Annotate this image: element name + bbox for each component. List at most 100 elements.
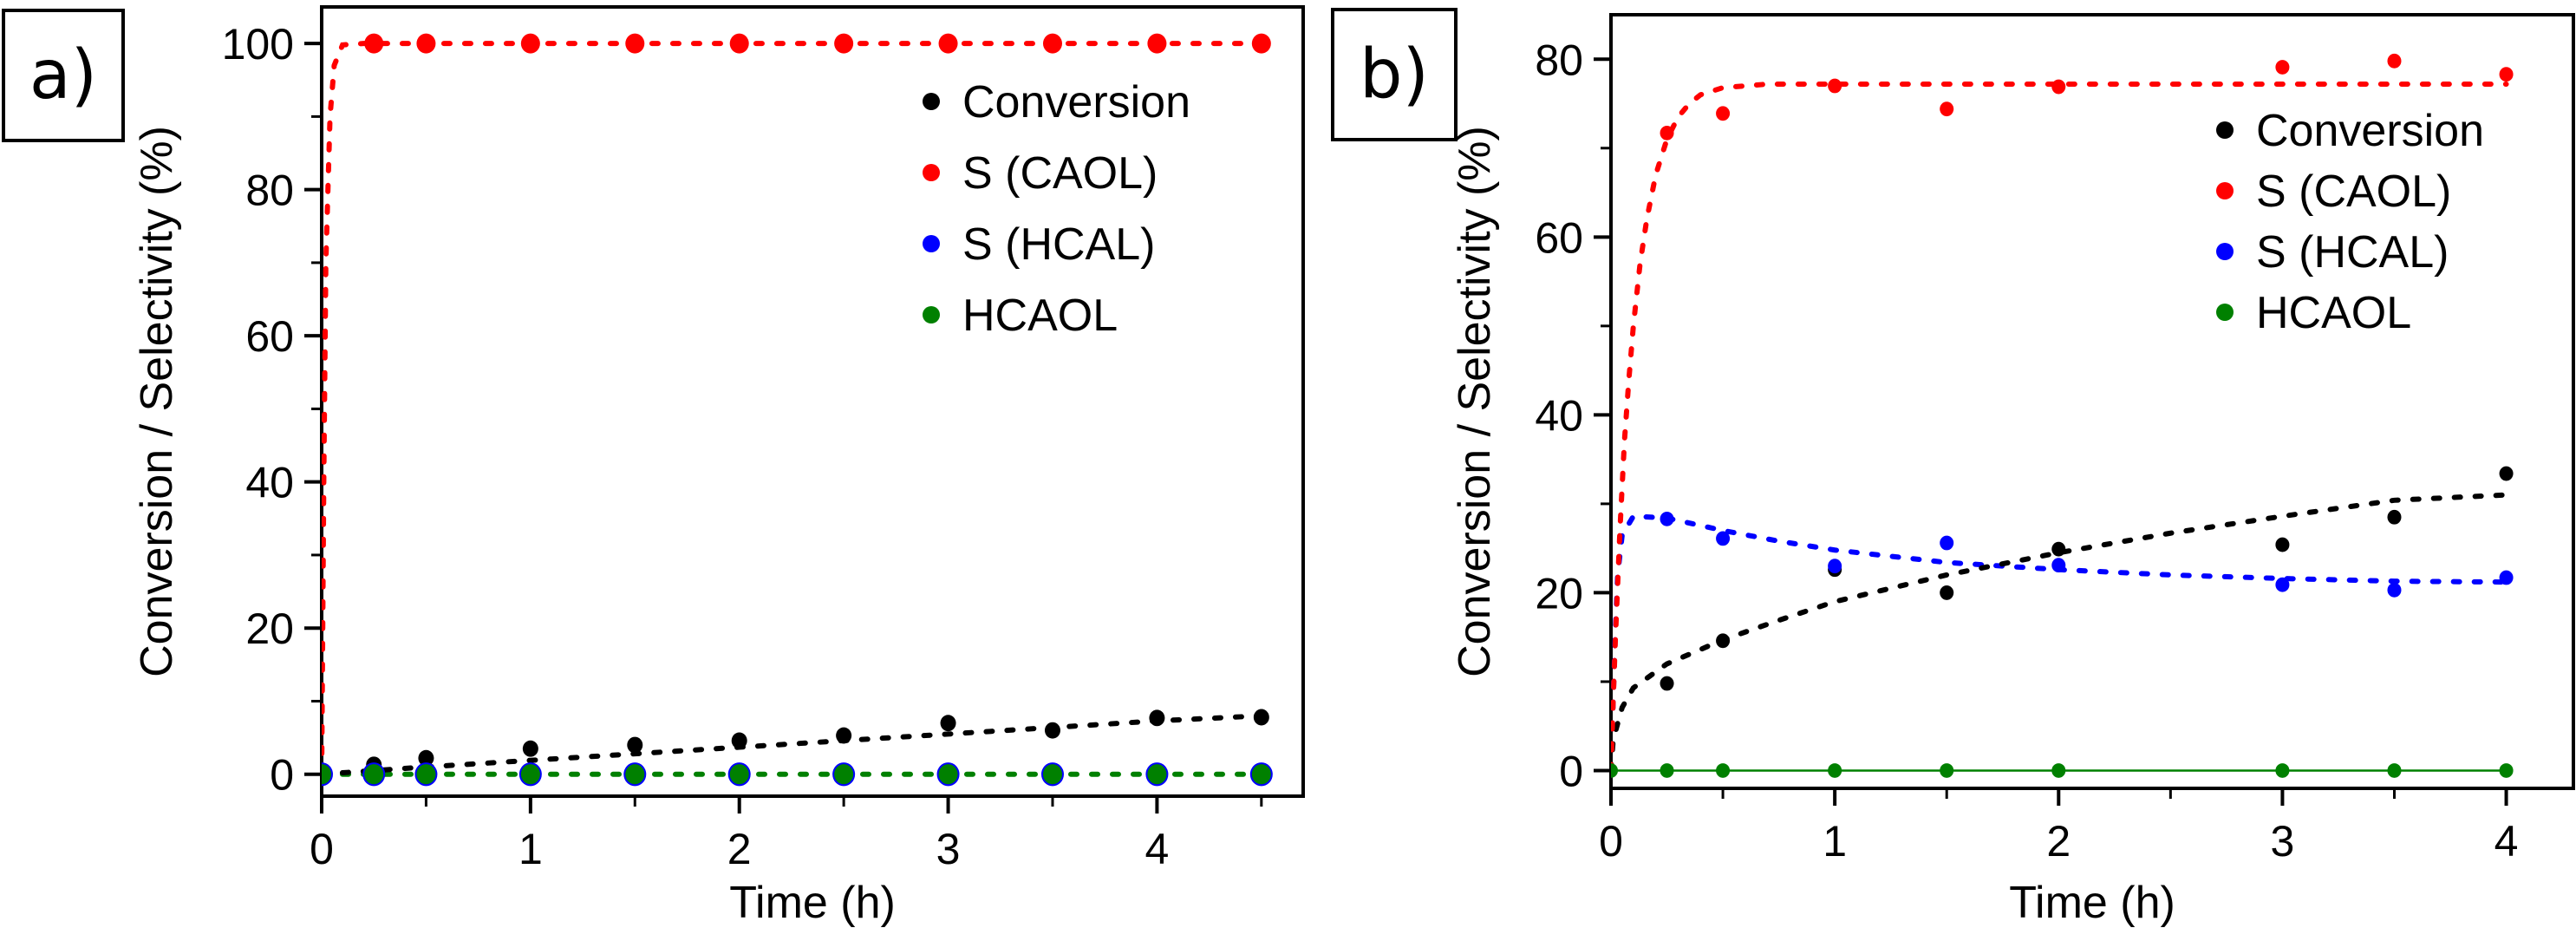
legend-marker-s-caol-a <box>923 164 940 181</box>
data-point-s-hcal-b: S (HCAL) t=0.5h: 26.1% <box>1716 531 1731 546</box>
data-point-s-caol-b: S (CAOL) t=0.5h: 73.9% <box>1716 106 1731 121</box>
data-point-hcaol-b: HCAOL t=3h: 0% <box>2275 763 2290 778</box>
data-point-s-hcal-b: S (HCAL) t=3.5h: 20.3% <box>2387 582 2402 598</box>
y-tick-label-a: 80 <box>245 167 294 215</box>
data-point-conversion-b: Conversion t=0.25h: 9.8% <box>1660 676 1674 691</box>
y-tick-label-b: 60 <box>1535 213 1583 262</box>
data-point-conversion-b: Conversion t=3.5h: 28.5% <box>2387 509 2402 525</box>
x-axis-title-a: Time (h) <box>729 878 896 928</box>
panel-b-label-text: b) <box>1360 36 1429 114</box>
y-tick-label-a: 100 <box>222 20 294 69</box>
plot-frame-a <box>320 5 1305 798</box>
y-axis-title-a: Conversion / Selectivity (%) <box>132 126 182 677</box>
x-tick-label-b: 4 <box>2494 817 2519 866</box>
data-point-conversion-a: Conversion t=1h: 3.5% <box>522 740 538 757</box>
data-point-hcaol-a: HCAOL t=3.5h: 0% <box>1042 764 1062 785</box>
y-tick-label-a: 40 <box>245 459 294 507</box>
data-point-conversion-b: Conversion t=4h: 33.4% <box>2499 466 2514 481</box>
panel-b-label: b) <box>1331 8 1458 141</box>
data-point-hcaol-a: HCAOL t=3h: 0% <box>938 764 958 785</box>
fit-line-s-caol-a <box>322 41 1264 777</box>
data-point-hcaol-a: HCAOL t=2.5h: 0% <box>834 764 854 785</box>
data-point-conversion-a: Conversion t=4h: 7.7% <box>1149 709 1165 727</box>
legend-label-s-caol-b: S (CAOL) <box>2256 167 2451 217</box>
panel-a-label-text: a) <box>29 36 98 114</box>
data-point-conversion-b: Conversion t=1.5h: 20% <box>1940 585 1954 600</box>
legend-label-conversion-a: Conversion <box>962 77 1190 127</box>
data-point-conversion-a: Conversion t=3h: 7% <box>940 715 956 732</box>
data-point-s-caol-a: S (CAOL) t=0.5h: 100% <box>416 33 436 54</box>
data-point-s-caol-a: S (CAOL) t=4h: 100% <box>1147 33 1167 54</box>
data-point-conversion-a: Conversion t=2h: 4.6% <box>731 732 747 749</box>
legend-marker-hcaol-b <box>2216 304 2234 321</box>
data-point-s-hcal-b: S (HCAL) t=1.5h: 25.6% <box>1940 535 1954 551</box>
data-point-conversion-b: Conversion t=0.5h: 14.6% <box>1716 633 1731 649</box>
x-tick-label-b: 2 <box>2046 817 2071 866</box>
legend-label-conversion-b: Conversion <box>2256 106 2484 156</box>
data-point-s-caol-b: S (CAOL) t=3.5h: 79.8% <box>2387 53 2402 69</box>
data-point-hcaol-b: HCAOL t=3.5h: 0% <box>2387 763 2402 778</box>
data-point-conversion-a: Conversion t=2.5h: 5.3% <box>836 727 852 744</box>
legend-marker-conversion-a <box>923 93 940 110</box>
y-tick-label-a: 60 <box>245 312 294 361</box>
data-point-hcaol-b: HCAOL t=1h: 0% <box>1828 763 1842 778</box>
legend-marker-s-caol-b <box>2216 182 2234 199</box>
data-point-s-hcal-b: S (HCAL) t=2h: 23.1% <box>2051 558 2066 573</box>
data-point-s-caol-a: S (CAOL) t=1h: 100% <box>520 33 540 54</box>
y-axis-title-b: Conversion / Selectivity (%) <box>1450 126 1500 677</box>
legend-marker-s-hcal-a <box>923 235 940 252</box>
x-tick-label-b: 3 <box>2271 817 2295 866</box>
data-point-s-hcal-b: S (HCAL) t=0.25h: 28.3% <box>1660 511 1674 526</box>
data-point-conversion-a: Conversion t=4.5h: 7.8% <box>1253 709 1269 726</box>
x-tick-label-a: 1 <box>518 825 543 873</box>
legend-label-s-hcal-b: S (HCAL) <box>2256 227 2449 278</box>
panel-a-label: a) <box>2 9 125 142</box>
y-tick-label-b: 0 <box>1559 747 1583 795</box>
legend-label-s-caol-a: S (CAOL) <box>962 148 1158 199</box>
y-tick-label-b: 20 <box>1535 569 1583 618</box>
data-point-hcaol-a: HCAOL t=4h: 0% <box>1147 764 1167 785</box>
legend-a: Conversion S (CAOL) S (HCAL) HCAOL <box>923 77 1190 341</box>
data-point-s-caol-b: S (CAOL) t=4h: 78.3% <box>2499 67 2514 82</box>
y-tick-label-b: 40 <box>1535 391 1583 440</box>
x-tick-label-a: 4 <box>1145 825 1169 873</box>
data-point-s-caol-a: S (CAOL) t=4.5h: 100% <box>1251 33 1271 54</box>
x-axis-title-b: Time (h) <box>2009 878 2175 928</box>
data-point-hcaol-a: HCAOL t=4.5h: 0% <box>1251 764 1271 785</box>
data-point-hcaol-a: HCAOL t=2h: 0% <box>729 764 749 785</box>
legend-b: Conversion S (CAOL) S (HCAL) HCAOL <box>2216 106 2484 338</box>
data-point-s-caol-a: S (CAOL) t=0.25h: 100% <box>364 33 384 54</box>
data-point-hcaol-b: HCAOL t=0h: 0% <box>1611 763 1618 778</box>
y-tick-label-a: 20 <box>245 604 294 653</box>
data-point-hcaol-b: HCAOL t=0.5h: 0% <box>1716 763 1731 778</box>
data-point-hcaol-a: HCAOL t=0h: 0% <box>322 764 331 785</box>
data-point-s-caol-a: S (CAOL) t=1.5h: 100% <box>625 33 645 54</box>
plot-area-a: Conversion t=0h: 0%Conversion t=0.25h: 1… <box>322 33 1273 787</box>
x-tick-label-b: 1 <box>1823 817 1847 866</box>
data-point-hcaol-b: HCAOL t=4h: 0% <box>2499 763 2514 778</box>
y-tick-label-b: 80 <box>1535 36 1583 84</box>
data-point-hcaol-a: HCAOL t=1.5h: 0% <box>625 764 645 785</box>
legend-label-s-hcal-a: S (HCAL) <box>962 219 1155 270</box>
data-point-s-caol-b: S (CAOL) t=0.25h: 71.7% <box>1660 125 1674 140</box>
data-point-hcaol-a: HCAOL t=0.25h: 0% <box>364 764 384 785</box>
data-point-s-caol-a: S (CAOL) t=2.5h: 100% <box>834 33 854 54</box>
data-point-conversion-a: Conversion t=0.5h: 2.2% <box>418 749 434 767</box>
data-point-hcaol-b: HCAOL t=0.25h: 0% <box>1660 763 1674 778</box>
data-point-hcaol-a: HCAOL t=1h: 0% <box>520 764 540 785</box>
data-point-s-caol-b: S (CAOL) t=2h: 76.9% <box>2051 79 2066 95</box>
x-tick-label-b: 0 <box>1599 817 1623 866</box>
data-point-hcaol-b: HCAOL t=2h: 0% <box>2051 763 2066 778</box>
data-point-s-caol-a: S (CAOL) t=3h: 100% <box>938 33 958 54</box>
data-point-s-caol-b: S (CAOL) t=1.5h: 74.4% <box>1940 101 1954 117</box>
data-point-s-caol-b: S (CAOL) t=1h: 77% <box>1828 78 1842 94</box>
legend-label-hcaol-a: HCAOL <box>962 291 1118 341</box>
y-tick-label-a: 0 <box>270 751 294 800</box>
data-point-s-hcal-b: S (HCAL) t=4h: 21.7% <box>2499 570 2514 585</box>
data-point-conversion-b: Conversion t=3h: 25.4% <box>2275 537 2290 552</box>
data-point-hcaol-a: HCAOL t=0.5h: 0% <box>416 764 436 785</box>
data-point-s-hcal-b: S (HCAL) t=3h: 20.9% <box>2275 577 2290 592</box>
data-point-conversion-b: Conversion t=2h: 24.9% <box>2051 541 2066 557</box>
